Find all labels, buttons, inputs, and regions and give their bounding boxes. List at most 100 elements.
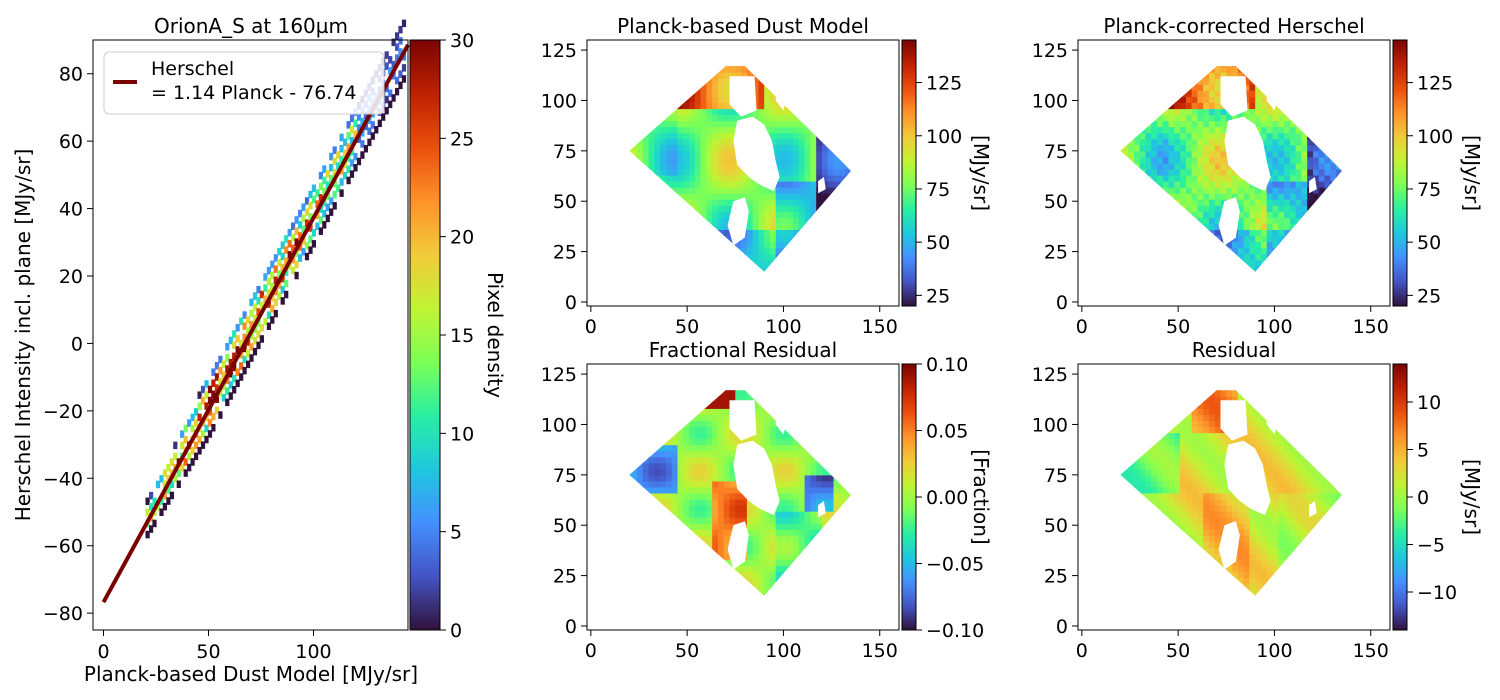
map-cell (723, 589, 731, 596)
map-cell (1313, 259, 1320, 267)
map-cell (1342, 78, 1348, 85)
map-cell (793, 90, 800, 97)
map-cell (1272, 247, 1279, 255)
map-cell (1180, 205, 1187, 212)
map-cell (1330, 199, 1337, 206)
map-cell (1185, 253, 1193, 261)
map-cell (648, 193, 655, 200)
map-cell (1162, 114, 1170, 122)
map-cell (1157, 205, 1164, 212)
map-cell (746, 66, 754, 73)
map-cell (729, 126, 736, 134)
map-cell (770, 402, 777, 409)
map-cell (770, 432, 777, 440)
map-cell (1289, 259, 1297, 267)
map-cell (1180, 193, 1187, 200)
map-cell (1330, 175, 1337, 182)
map-cell (666, 205, 673, 212)
map-cell (845, 456, 851, 464)
colorbar-tick-label: 25 (926, 285, 950, 307)
map-cell (793, 54, 799, 61)
map-cell (637, 187, 644, 194)
map-cell (1301, 265, 1308, 272)
map-cell (1151, 187, 1158, 194)
map-cell (1342, 260, 1348, 267)
map-cell (1272, 241, 1279, 249)
map-cell (677, 120, 684, 128)
map-cell (629, 253, 632, 261)
map-cell (683, 523, 690, 530)
map-cell (816, 529, 823, 536)
density-cell (246, 360, 251, 369)
map-cell (770, 138, 777, 146)
map-cell (729, 438, 736, 446)
map-cell (781, 396, 788, 403)
density-cell (187, 419, 192, 427)
map-cell (1289, 96, 1297, 103)
map-cell (671, 78, 679, 85)
density-cell (325, 181, 330, 189)
map-cell (706, 108, 713, 116)
map-cell (839, 138, 846, 146)
map-cell (758, 577, 765, 585)
map-cell (827, 199, 835, 206)
map-cell (1325, 272, 1331, 279)
map-cell (781, 253, 788, 261)
map-cell (851, 378, 857, 385)
map-cell (671, 444, 679, 452)
map-cell (770, 390, 777, 397)
map-cell (822, 456, 829, 464)
map-cell (822, 505, 829, 512)
map-cell (798, 402, 806, 409)
map-cell (1336, 175, 1342, 182)
map-cell (1120, 169, 1123, 176)
density-cell (239, 317, 244, 326)
density-cell (145, 530, 150, 539)
map-cell (764, 511, 771, 518)
map-cell (1266, 162, 1274, 170)
map-cell (1203, 235, 1210, 243)
map-cell (660, 450, 667, 458)
map-cell (1197, 265, 1204, 272)
x-tick-label: 50 (675, 316, 699, 338)
map-cell (1220, 253, 1227, 261)
map-cell (671, 577, 679, 585)
map-cell (822, 517, 829, 524)
map-cell (1330, 66, 1337, 73)
map-cell (654, 114, 661, 122)
map-cell (851, 109, 857, 116)
map-cell (648, 114, 655, 122)
map-cell (1238, 54, 1244, 61)
map-cell (629, 438, 632, 446)
map-cell (845, 505, 851, 512)
map-cell (694, 505, 702, 512)
map-cell (781, 571, 788, 579)
map-cell (753, 54, 759, 61)
map-cell (723, 553, 731, 560)
map-cell (1162, 156, 1170, 164)
map-cell (1214, 187, 1222, 194)
map-cell (654, 78, 661, 85)
map-cell (1324, 265, 1331, 272)
density-cell (329, 197, 334, 205)
map-cell (700, 156, 707, 164)
map-cell (706, 181, 713, 188)
density-cell (360, 140, 365, 148)
map-cell (1174, 235, 1181, 243)
map-cell (775, 181, 783, 188)
map-cell (1174, 241, 1181, 249)
density-cell (273, 254, 278, 262)
map-cell (1261, 120, 1268, 128)
masked-region (729, 400, 757, 441)
map-cell (764, 265, 771, 272)
map-cell (631, 132, 638, 140)
map-cell (770, 408, 777, 415)
map-cell (718, 511, 725, 518)
map-cell (781, 480, 788, 488)
map-cell (1342, 229, 1348, 236)
density-cell (318, 194, 323, 202)
map-cell (1174, 66, 1181, 73)
map-cell (741, 517, 748, 524)
map-cell (729, 181, 736, 188)
map-cell (764, 72, 771, 79)
